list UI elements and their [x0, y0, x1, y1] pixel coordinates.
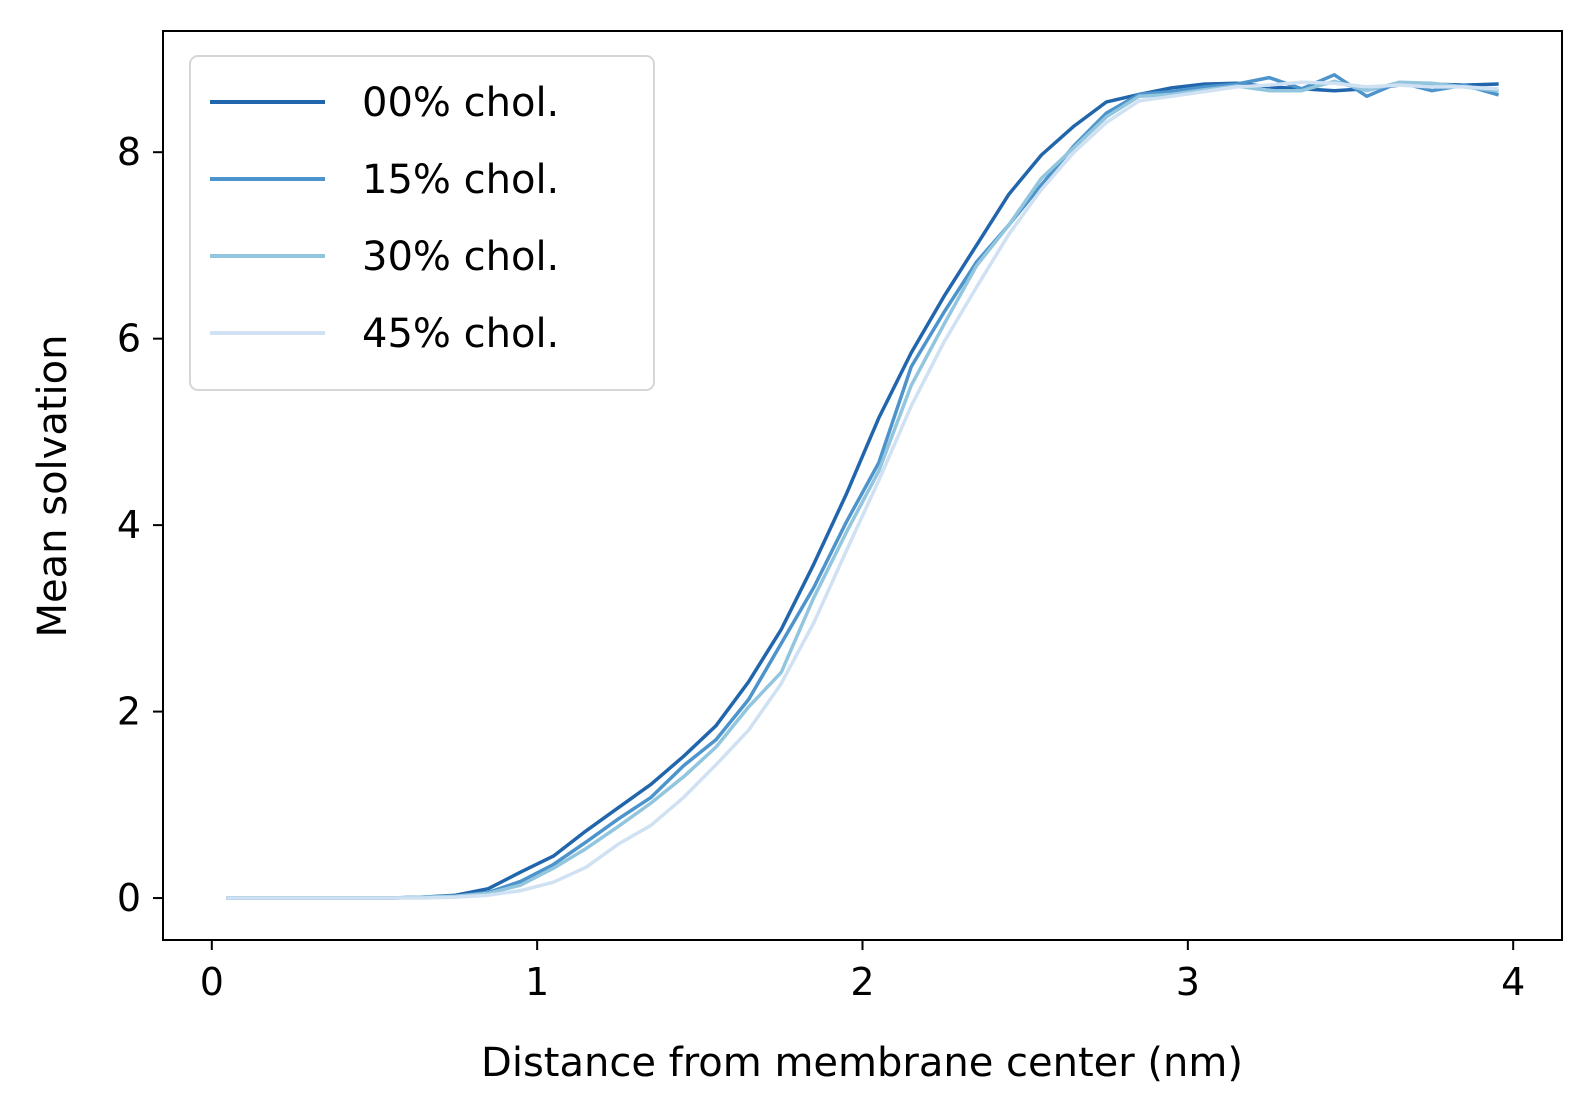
- y-tick-label: 4: [117, 503, 141, 547]
- y-tick-label: 6: [117, 317, 141, 361]
- series-lines: [226, 73, 1500, 900]
- x-tick-label: 1: [525, 960, 549, 1004]
- y-tick-label: 8: [117, 130, 141, 174]
- legend-label: 00% chol.: [362, 80, 559, 126]
- x-tick-label: 4: [1501, 960, 1525, 1004]
- x-tick-label: 0: [200, 960, 224, 1004]
- x-tick-label: 2: [850, 960, 874, 1004]
- x-axis-label: Distance from membrane center (nm): [481, 1040, 1243, 1086]
- legend-box: [189, 55, 655, 391]
- y-tick-label: 2: [117, 690, 141, 734]
- y-tick-label: 0: [117, 876, 141, 920]
- series-line-3: [226, 80, 1499, 900]
- x-tick-label: 3: [1176, 960, 1200, 1004]
- y-axis-label: Mean solvation: [30, 335, 76, 638]
- legend-label: 15% chol.: [362, 157, 559, 203]
- legend: 00% chol. 15% chol. 30% chol. 45% chol.: [189, 55, 655, 391]
- legend-label: 30% chol.: [362, 234, 559, 280]
- legend-label: 45% chol.: [362, 311, 559, 357]
- x-axis: 0 1 2 3 4: [200, 940, 1525, 1004]
- y-axis: 0 2 4 6 8: [117, 130, 163, 920]
